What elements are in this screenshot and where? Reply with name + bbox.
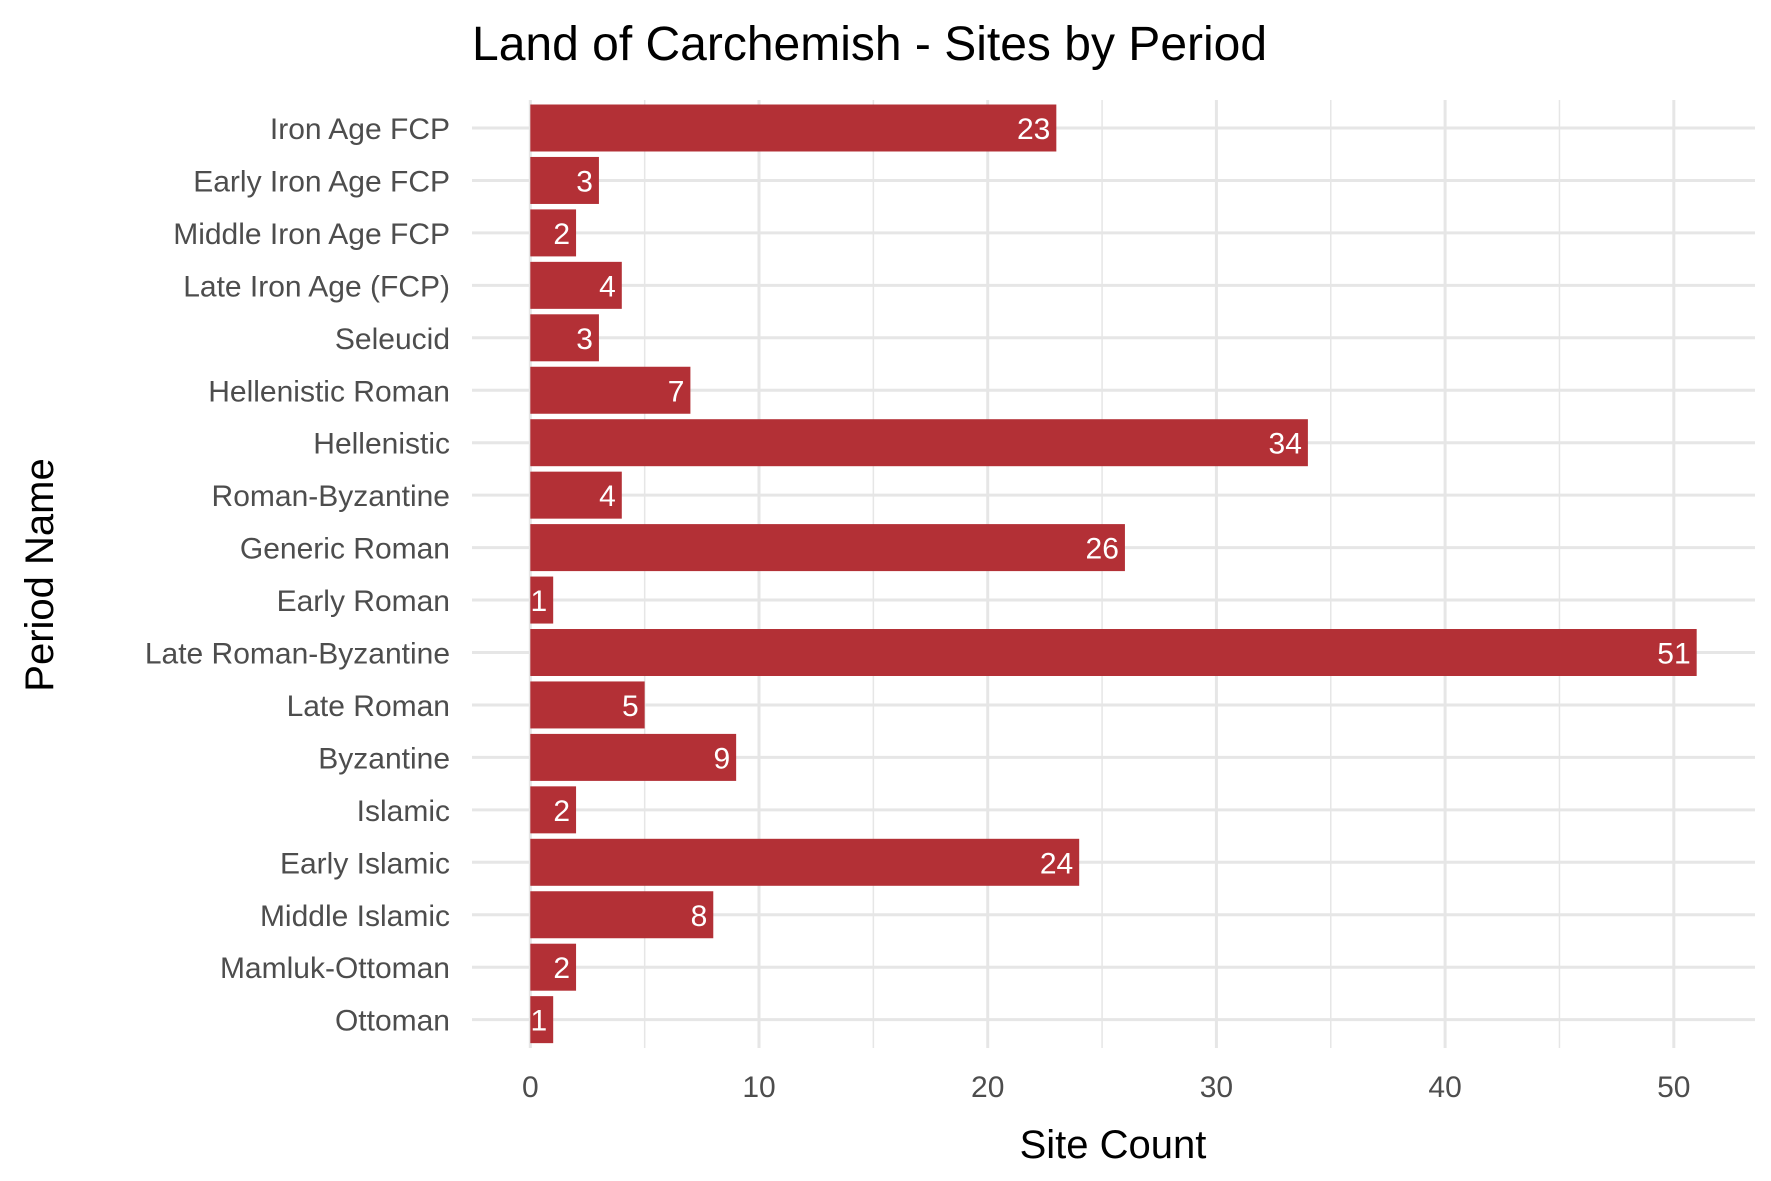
bar: [530, 366, 691, 414]
y-tick-label: Middle Iron Age FCP: [173, 218, 450, 251]
data-label: 3: [576, 165, 593, 198]
y-tick-label: Middle Islamic: [260, 900, 450, 933]
y-tick-label: Early Iron Age FCP: [193, 165, 450, 198]
y-tick-label: Islamic: [357, 795, 450, 828]
bar: [530, 576, 554, 624]
data-label: 8: [691, 900, 708, 933]
chart-title: Land of Carchemish - Sites by Period: [472, 18, 1267, 71]
y-tick-label: Ottoman: [335, 1005, 450, 1038]
y-tick-label: Early Islamic: [280, 847, 450, 880]
x-tick-label: 20: [971, 1071, 1004, 1104]
data-label: 7: [668, 375, 685, 408]
data-label: 26: [1086, 533, 1119, 566]
bar: [530, 838, 1080, 886]
bar: [530, 733, 737, 781]
y-tick-label: Generic Roman: [240, 533, 450, 566]
x-tick-label: 30: [1200, 1071, 1233, 1104]
bar: [530, 419, 1308, 467]
bar: [530, 104, 1057, 152]
x-axis-title: Site Count: [1020, 1123, 1207, 1167]
bars: [530, 104, 1697, 1044]
bar: [530, 261, 622, 309]
data-label: 1: [531, 1005, 548, 1038]
y-tick-label: Mamluk-Ottoman: [220, 952, 450, 985]
data-label: 4: [599, 270, 616, 303]
x-tick-label: 0: [522, 1071, 539, 1104]
bar: [530, 156, 599, 204]
data-label: 51: [1657, 638, 1690, 671]
data-label: 2: [553, 795, 570, 828]
x-tick-label: 50: [1657, 1071, 1690, 1104]
y-axis-tick-labels: Iron Age FCP Early Iron Age FCP Middle Iro…: [145, 113, 450, 1038]
data-label: 2: [553, 218, 570, 251]
y-tick-label: Early Roman: [277, 585, 450, 618]
y-tick-label: Roman-Byzantine: [212, 480, 450, 513]
bar: [530, 209, 577, 257]
data-label: 1: [531, 585, 548, 618]
x-axis-tick-labels: 0 10 20 30 40 50: [522, 1071, 1691, 1104]
data-label: 24: [1040, 847, 1073, 880]
bar: [530, 524, 1125, 572]
y-tick-label: Byzantine: [318, 742, 450, 775]
bar: [530, 786, 577, 834]
bar: [530, 891, 714, 939]
bar: [530, 996, 554, 1044]
y-tick-label: Late Iron Age (FCP): [183, 270, 450, 303]
y-tick-label: Late Roman-Byzantine: [145, 638, 450, 671]
data-label: 4: [599, 480, 616, 513]
y-tick-label: Late Roman: [287, 690, 450, 723]
bar: [530, 681, 645, 729]
x-tick-label: 40: [1428, 1071, 1461, 1104]
data-label: 2: [553, 952, 570, 985]
data-label: 9: [713, 742, 730, 775]
y-tick-label: Iron Age FCP: [270, 113, 450, 146]
data-label: 3: [576, 323, 593, 356]
y-tick-label: Hellenistic Roman: [208, 375, 450, 408]
bar: [530, 943, 577, 991]
bar: [530, 629, 1697, 676]
bar: [530, 471, 622, 519]
bar: [530, 314, 599, 362]
y-tick-label: Hellenistic: [313, 428, 450, 461]
y-axis-title: Period Name: [18, 458, 62, 691]
x-tick-label: 10: [742, 1071, 775, 1104]
data-label: 23: [1017, 113, 1050, 146]
data-label: 34: [1269, 428, 1302, 461]
y-tick-label: Seleucid: [335, 323, 450, 356]
data-label: 5: [622, 690, 639, 723]
